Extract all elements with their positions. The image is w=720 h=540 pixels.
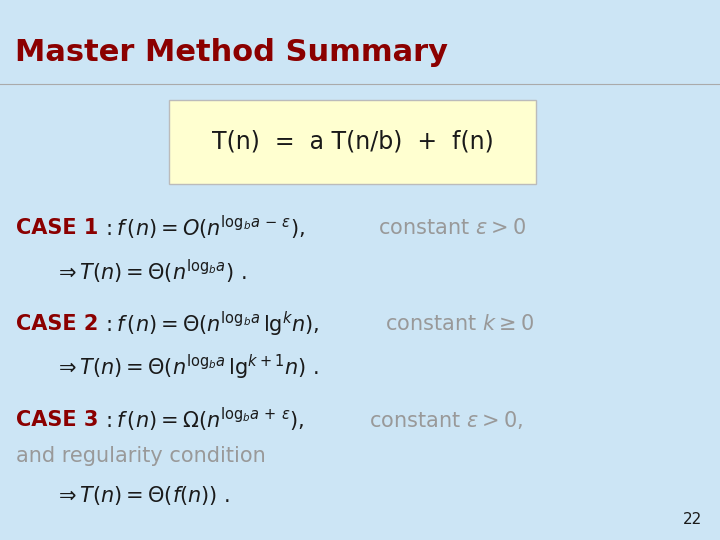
Text: CASE 1: CASE 1 bbox=[16, 218, 98, 238]
FancyBboxPatch shape bbox=[169, 100, 536, 184]
Text: constant $\epsilon > 0,$: constant $\epsilon > 0,$ bbox=[369, 409, 523, 430]
Text: constant $k \geq 0$: constant $k \geq 0$ bbox=[385, 314, 534, 334]
Text: CASE 3: CASE 3 bbox=[16, 409, 98, 430]
Text: $\Rightarrow T(n) = \Theta(n^{\mathsf{log}_b a})\ .$: $\Rightarrow T(n) = \Theta(n^{\mathsf{lo… bbox=[54, 258, 246, 286]
Text: $\Rightarrow T(n) = \Theta(f(n))\ .$: $\Rightarrow T(n) = \Theta(f(n))\ .$ bbox=[54, 484, 230, 507]
Text: $: f\,(n) = O(n^{\mathsf{log}_b a\,-\,\epsilon}),$: $: f\,(n) = O(n^{\mathsf{log}_b a\,-\,\e… bbox=[101, 214, 305, 242]
Text: and regularity condition: and regularity condition bbox=[16, 446, 266, 467]
Text: CASE 2: CASE 2 bbox=[16, 314, 98, 334]
Text: 22: 22 bbox=[683, 511, 702, 526]
Text: $: f\,(n) = \Theta(n^{\mathsf{log}_b a}\,\mathsf{lg}^k n),$: $: f\,(n) = \Theta(n^{\mathsf{log}_b a}\… bbox=[101, 309, 319, 339]
Text: constant $\epsilon > 0$: constant $\epsilon > 0$ bbox=[378, 218, 526, 238]
Text: $: f\,(n) = \Omega(n^{\mathsf{log}_b a\,+\,\epsilon}),$: $: f\,(n) = \Omega(n^{\mathsf{log}_b a\,… bbox=[101, 406, 305, 434]
Text: Master Method Summary: Master Method Summary bbox=[15, 38, 448, 67]
Text: T(n)  =  a T(n/b)  +  f(n): T(n) = a T(n/b) + f(n) bbox=[212, 130, 494, 153]
Text: $\Rightarrow T(n) = \Theta(n^{\mathsf{log}_b a}\,\mathsf{lg}^{k+1} n)\ .$: $\Rightarrow T(n) = \Theta(n^{\mathsf{lo… bbox=[54, 353, 319, 382]
